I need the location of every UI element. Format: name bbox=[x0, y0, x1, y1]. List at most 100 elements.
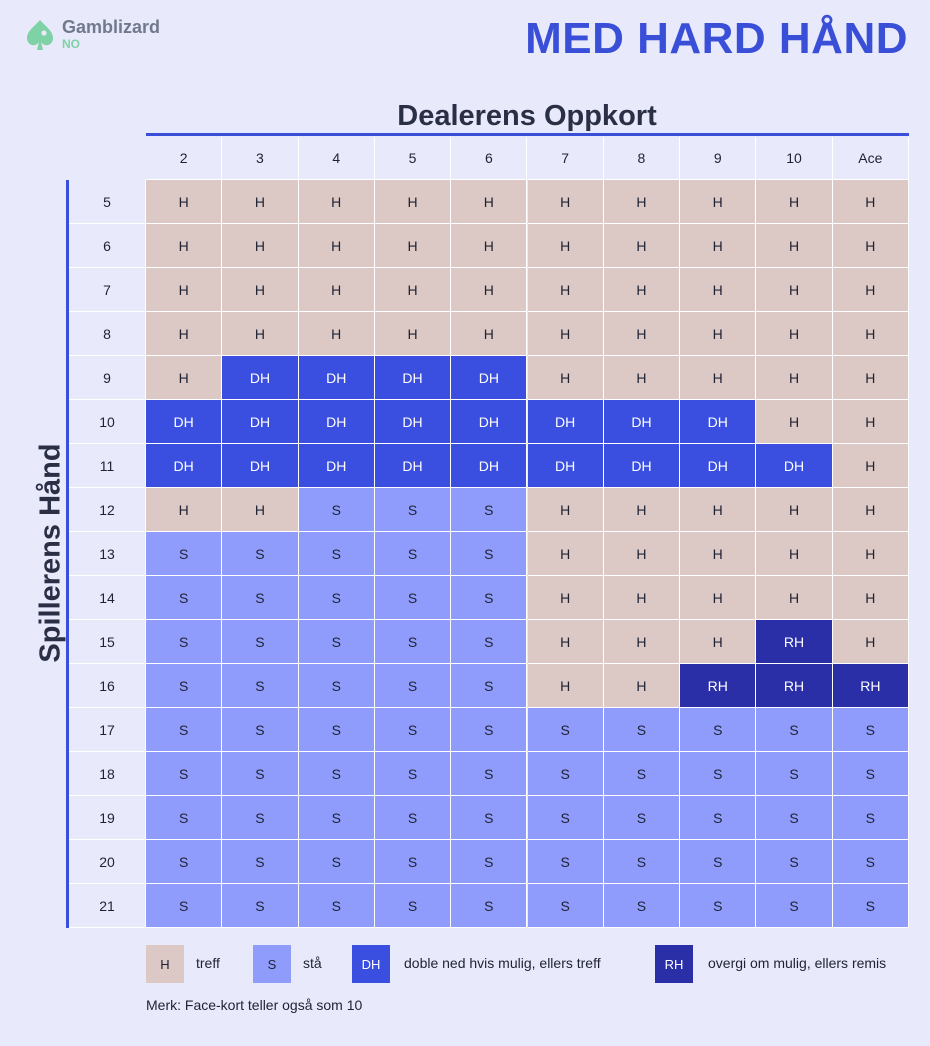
cell-stand: S bbox=[146, 532, 223, 576]
cell-stand: S bbox=[832, 752, 909, 796]
cell-double: DH bbox=[222, 400, 299, 444]
row-header: 16 bbox=[69, 664, 146, 708]
cell-stand: S bbox=[756, 752, 833, 796]
cell-stand: S bbox=[146, 840, 223, 884]
cell-double: DH bbox=[298, 400, 375, 444]
cell-stand: S bbox=[146, 796, 223, 840]
cell-hit: H bbox=[374, 268, 452, 312]
cell-stand: S bbox=[374, 708, 452, 752]
cell-stand: S bbox=[527, 708, 604, 752]
cell-stand: S bbox=[680, 708, 757, 752]
cell-double: DH bbox=[222, 356, 299, 400]
cell-double: DH bbox=[298, 444, 375, 488]
cell-hit: H bbox=[527, 488, 604, 532]
cell-stand: S bbox=[222, 576, 299, 620]
cell-hit: H bbox=[451, 224, 528, 268]
legend-swatch-stand: S bbox=[253, 945, 291, 983]
cell-hit: H bbox=[756, 312, 833, 356]
brand-logo: Gamblizard NO bbox=[24, 18, 160, 52]
cell-stand: S bbox=[222, 796, 299, 840]
cell-hit: H bbox=[603, 620, 681, 664]
cell-hit: H bbox=[680, 312, 757, 356]
cell-hit: H bbox=[222, 180, 299, 224]
spade-icon bbox=[27, 20, 53, 50]
cell-double: DH bbox=[146, 444, 223, 488]
cell-hit: H bbox=[527, 576, 604, 620]
column-header: 9 bbox=[680, 137, 757, 180]
cell-hit: H bbox=[146, 312, 223, 356]
cell-stand: S bbox=[146, 620, 223, 664]
x-axis-title: Dealerens Oppkort bbox=[397, 100, 657, 132]
cell-stand: S bbox=[603, 752, 681, 796]
cell-hit: H bbox=[756, 576, 833, 620]
cell-stand: S bbox=[298, 488, 375, 532]
cell-stand: S bbox=[222, 752, 299, 796]
cell-hit: H bbox=[680, 532, 757, 576]
row-header: 19 bbox=[69, 796, 146, 840]
cell-hit: H bbox=[603, 532, 681, 576]
cell-double: DH bbox=[451, 356, 528, 400]
cell-hit: H bbox=[756, 224, 833, 268]
cell-stand: S bbox=[298, 884, 375, 928]
cell-stand: S bbox=[832, 884, 909, 928]
legend: H treff S stå DH doble ned hvis mulig, e… bbox=[0, 945, 930, 983]
legend-label-stand: stå bbox=[303, 955, 322, 971]
cell-double: DH bbox=[374, 444, 452, 488]
cell-hit: H bbox=[680, 180, 757, 224]
cell-surrender: RH bbox=[680, 664, 757, 708]
cell-hit: H bbox=[222, 268, 299, 312]
cell-stand: S bbox=[603, 796, 681, 840]
cell-stand: S bbox=[146, 752, 223, 796]
cell-hit: H bbox=[451, 268, 528, 312]
cell-stand: S bbox=[298, 796, 375, 840]
cell-stand: S bbox=[374, 620, 452, 664]
cell-stand: S bbox=[451, 532, 528, 576]
cell-stand: S bbox=[756, 796, 833, 840]
cell-stand: S bbox=[451, 620, 528, 664]
cell-hit: H bbox=[832, 268, 909, 312]
cell-stand: S bbox=[527, 884, 604, 928]
cell-hit: H bbox=[756, 400, 833, 444]
column-header: 6 bbox=[451, 137, 528, 180]
cell-stand: S bbox=[374, 664, 452, 708]
cell-hit: H bbox=[451, 180, 528, 224]
cell-hit: H bbox=[527, 312, 604, 356]
cell-stand: S bbox=[756, 840, 833, 884]
cell-stand: S bbox=[756, 708, 833, 752]
cell-stand: S bbox=[222, 840, 299, 884]
cell-stand: S bbox=[374, 488, 452, 532]
cell-stand: S bbox=[832, 796, 909, 840]
cell-hit: H bbox=[680, 620, 757, 664]
cell-hit: H bbox=[756, 356, 833, 400]
cell-stand: S bbox=[146, 576, 223, 620]
cell-double: DH bbox=[451, 400, 528, 444]
legend-swatch-hit: H bbox=[146, 945, 184, 983]
cell-hit: H bbox=[756, 180, 833, 224]
cell-hit: H bbox=[832, 224, 909, 268]
cell-hit: H bbox=[527, 620, 604, 664]
cell-stand: S bbox=[451, 708, 528, 752]
cell-hit: H bbox=[146, 268, 223, 312]
cell-hit: H bbox=[298, 312, 375, 356]
cell-stand: S bbox=[451, 884, 528, 928]
cell-stand: S bbox=[146, 884, 223, 928]
cell-double: DH bbox=[680, 400, 757, 444]
cell-stand: S bbox=[451, 488, 528, 532]
row-header: 11 bbox=[69, 444, 146, 488]
cell-stand: S bbox=[374, 532, 452, 576]
cell-hit: H bbox=[603, 268, 681, 312]
brand-country: NO bbox=[62, 37, 80, 51]
cell-hit: H bbox=[832, 180, 909, 224]
cell-hit: H bbox=[527, 180, 604, 224]
column-header: 5 bbox=[374, 137, 452, 180]
cell-stand: S bbox=[603, 840, 681, 884]
cell-hit: H bbox=[527, 532, 604, 576]
cell-hit: H bbox=[832, 356, 909, 400]
cell-hit: H bbox=[603, 488, 681, 532]
column-header: 3 bbox=[222, 137, 299, 180]
cell-hit: H bbox=[603, 664, 681, 708]
row-header: 15 bbox=[69, 620, 146, 664]
cell-stand: S bbox=[146, 708, 223, 752]
cell-double: DH bbox=[603, 444, 681, 488]
